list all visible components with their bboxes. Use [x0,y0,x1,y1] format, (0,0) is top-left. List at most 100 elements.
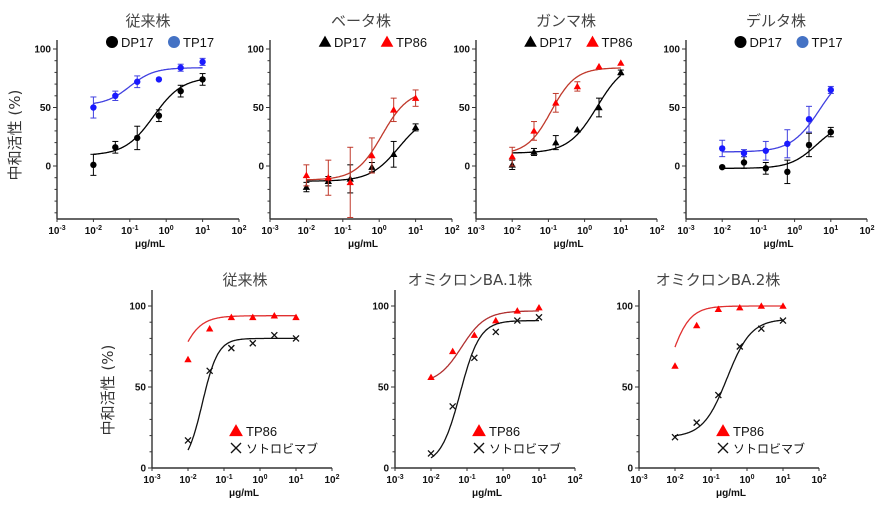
x-marker-stroke [449,402,457,410]
legend-marker [717,442,729,454]
data-point [827,86,834,94]
data-point [411,94,420,101]
x-tick-label: 10-2 [422,474,439,486]
data-point [449,402,457,410]
data-point [177,64,184,71]
fit-curve [512,74,622,154]
y-tick-label: 100 [247,45,264,56]
chart-panel-5: 従来株 0 50 100 10-3 10-2 10-1 100 101 102 μg/mL TP86 ソ… [129,271,339,499]
data-point [719,145,726,152]
data-point [757,325,765,333]
data-point [535,313,543,321]
series-DP17 [302,123,420,194]
data-point [573,82,582,90]
data-point [155,112,163,119]
legend-marker [796,36,809,48]
data-point [390,106,398,113]
x-tick-label: 102 [649,225,664,237]
chart-title: 従来株 [125,12,170,30]
legend-marker [318,35,332,47]
legend-item: TP86 [380,35,427,50]
data-point [470,354,478,362]
x-marker-stroke [230,442,242,454]
x-tick-label: 10-3 [630,474,647,486]
data-point [155,76,163,83]
legend-item: ソトロビマブ [717,441,805,456]
data-point [784,140,791,147]
x-tick-label: 102 [811,474,826,486]
legend-item: DP17 [734,35,782,50]
data-point [492,328,500,336]
data-point [270,331,278,339]
y-tick-label: 0 [383,464,389,475]
fit-curve [93,67,203,105]
data-point [302,171,311,179]
fit-curve [512,67,621,152]
data-point [206,367,214,375]
x-tick-label: 10-2 [85,225,102,237]
series-TP86 [302,89,420,218]
legend-label: TP17 [812,35,843,50]
data-point [90,161,97,169]
legend-item: DP17 [524,35,572,50]
x-marker-stroke [270,331,278,339]
data-point [134,134,141,142]
x-tick-label: 10-1 [750,225,767,237]
data-point [324,174,332,181]
data-point [368,151,376,159]
x-tick-label: 10-1 [334,225,351,237]
data-point [227,313,236,321]
data-point [227,344,235,352]
series-TP86 [427,303,543,381]
legend: TP86 ソトロビマブ [716,424,805,456]
x-tick-label: 101 [775,474,790,486]
x-marker-stroke [227,344,235,352]
x-marker-stroke [292,334,300,342]
x-axis-label: μg/mL [472,488,502,499]
x-marker-stroke [492,328,500,336]
x-marker-stroke [757,325,765,333]
fit-curve [674,305,783,348]
y-axis-label-bottom: 中和活性 (%) [99,345,117,436]
data-point [112,92,119,100]
chart-title: ガンマ株 [536,12,596,30]
data-point [492,316,500,324]
x-marker-stroke [671,433,679,441]
legend: DP17 TP86 [524,35,633,50]
series-ソトロビマブ [671,317,787,441]
data-point [740,159,748,166]
legend-label: DP17 [121,35,154,50]
y-tick-label: 50 [378,383,390,394]
series-TP17 [90,57,206,119]
legend-item: TP86 [229,424,277,439]
data-point [762,147,769,154]
legend: TP86 ソトロビマブ [472,424,561,456]
x-tick-label: 10-2 [666,474,683,486]
x-tick-label: 10-3 [261,225,278,237]
legend-item: DP17 [106,35,154,50]
x-tick-label: 10-1 [458,474,475,486]
data-point [513,307,522,314]
series-TP86 [671,302,787,369]
series-ソトロビマブ [184,331,300,451]
y-tick-label: 0 [627,464,633,475]
data-point [508,152,516,160]
chart-title: オミクロンBA.1株 [408,271,533,289]
data-point [595,62,603,70]
fit-curve [187,315,296,343]
fit-curve [722,93,832,153]
x-axis-label: μg/mL [229,488,259,499]
data-point [784,168,791,176]
data-point [177,87,184,95]
x-tick-label: 10-3 [467,225,484,237]
fit-curve [430,310,539,379]
x-tick-label: 100 [495,474,510,486]
x-marker-stroke [714,391,722,399]
chart-panel-6: オミクロンBA.1株 0 50 100 10-3 10-2 10-1 100 101 102 μg/… [372,271,582,499]
legend-label: TP86 [246,424,277,439]
legend-marker [106,36,118,48]
x-tick-label: 10-1 [540,225,557,237]
data-point [90,104,97,111]
legend-marker [524,35,537,47]
data-point [346,178,354,186]
